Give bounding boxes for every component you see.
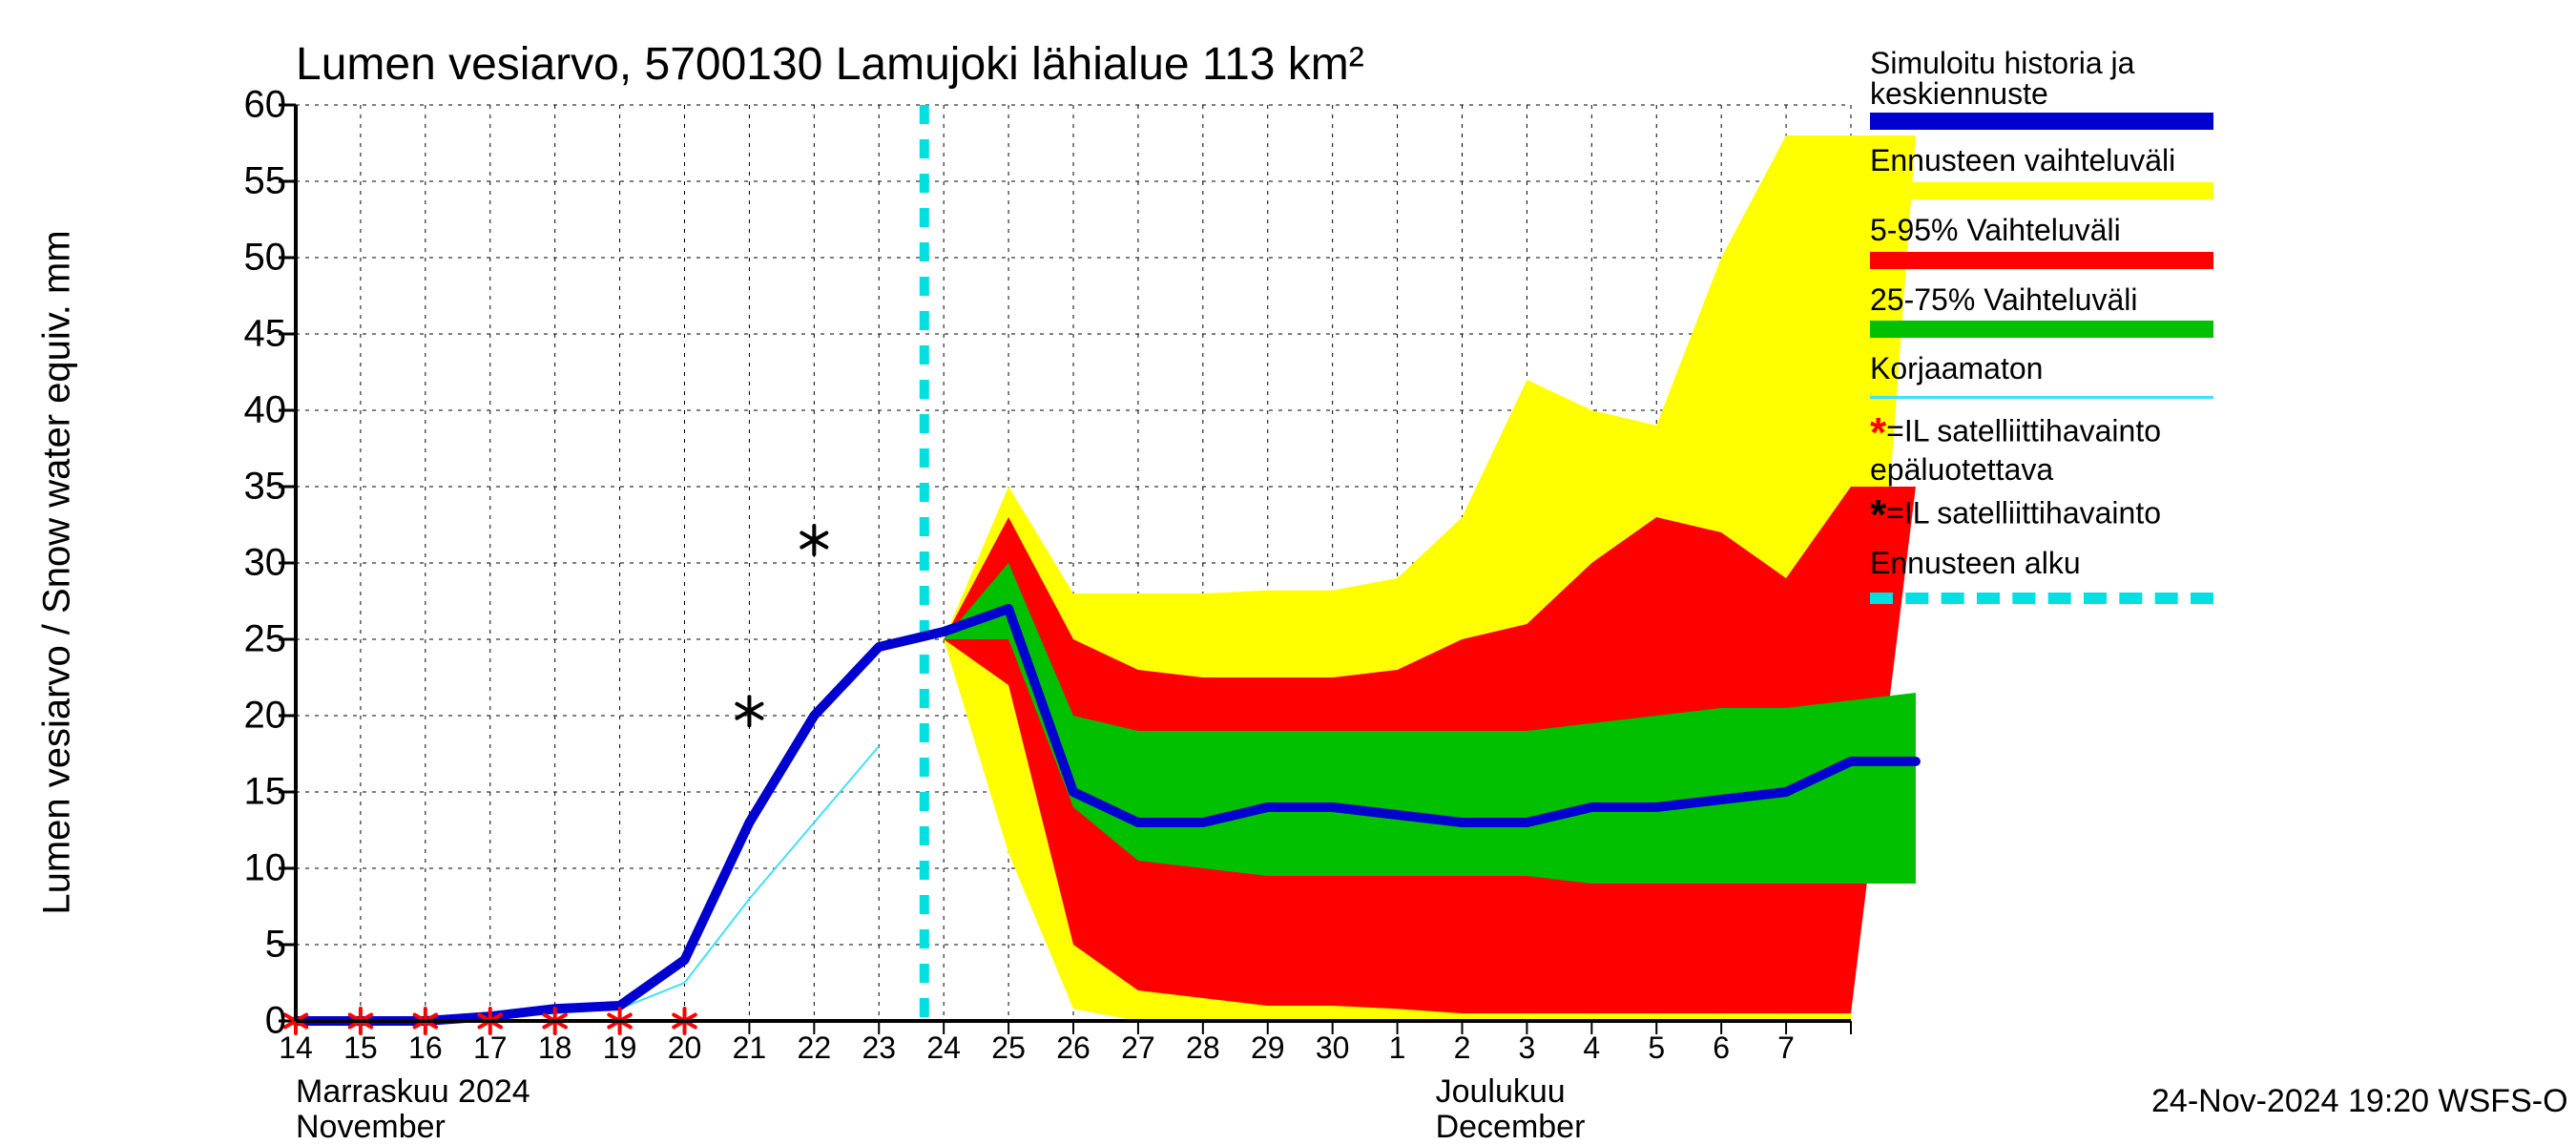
x-tick-label: 30 [1316,1030,1350,1066]
month-dec-en: December [1436,1109,1586,1145]
y-tick-label: 0 [172,1000,286,1043]
y-tick-label: 25 [172,618,286,661]
x-tick-label: 16 [408,1030,443,1066]
month-nov-fi: Marraskuu 2024 [296,1073,530,1111]
legend-item-forecast-range: Ennusteen vaihteluväli [1870,143,2271,199]
legend-text-inner: =IL satelliittihavainto [1886,496,2161,531]
x-tick-label: 23 [862,1030,896,1066]
chart-root: Lumen vesiarvo, 5700130 Lamujoki lähialu… [0,0,2576,1145]
legend-text: epäluotettava [1870,454,2271,485]
x-tick-label: 15 [343,1030,378,1066]
x-tick-label: 22 [798,1030,832,1066]
legend-item-p25-75: 25-75% Vaihteluväli [1870,282,2271,339]
legend-swatch-cyan-dash [1870,593,2213,604]
legend-text: 25-75% Vaihteluväli [1870,282,2271,318]
legend-swatch-yellow [1870,182,2213,199]
legend-text: *=IL satelliittihavainto [1870,412,2271,454]
chart-title: Lumen vesiarvo, 5700130 Lamujoki lähialu… [296,38,1364,91]
month-dec-fi: Joulukuu [1436,1073,1566,1111]
y-tick-label: 30 [172,542,286,585]
legend-text: Ennusteen vaihteluväli [1870,143,2271,178]
y-tick-label: 45 [172,313,286,356]
legend-text: Korjaamaton [1870,351,2271,386]
month-nov-en: November [296,1109,446,1145]
legend-text-inner: =IL satelliittihavainto [1886,414,2161,448]
y-tick-label: 5 [172,924,286,967]
legend-item-sat-unreliable: *=IL satelliittihavainto epäluotettava [1870,412,2271,485]
x-tick-label: 17 [473,1030,508,1066]
asterisk-icon-red: * [1870,412,1886,454]
legend-item-simulated: Simuloitu historia ja keskiennuste [1870,48,2271,130]
x-tick-label: 19 [603,1030,637,1066]
x-tick-label: 5 [1648,1030,1665,1066]
x-tick-label: 4 [1583,1030,1600,1066]
y-tick-label: 15 [172,771,286,814]
legend-text: *=IL satelliittihavainto [1870,494,2271,536]
y-tick-label: 50 [172,237,286,280]
x-tick-label: 14 [279,1030,313,1066]
x-tick-label: 26 [1056,1030,1091,1066]
legend-item-uncorrected: Korjaamaton [1870,351,2271,399]
x-tick-label: 24 [926,1030,961,1066]
asterisk-icon-black: * [1870,494,1886,536]
x-tick-label: 7 [1777,1030,1795,1066]
x-tick-label: 1 [1389,1030,1406,1066]
x-tick-label: 18 [538,1030,572,1066]
y-tick-label: 40 [172,389,286,432]
legend-swatch-green [1870,321,2213,338]
x-tick-label: 27 [1121,1030,1155,1066]
legend-swatch-red [1870,252,2213,269]
timestamp: 24-Nov-2024 19:20 WSFS-O [2151,1083,2568,1120]
y-axis-label: Lumen vesiarvo / Snow water equiv. mm [36,230,79,914]
y-tick-label: 60 [172,84,286,127]
legend-text: keskiennuste [1870,78,2271,109]
y-tick-label: 10 [172,847,286,890]
x-tick-label: 3 [1519,1030,1536,1066]
legend-text: Ennusteen alku [1870,546,2271,581]
legend-swatch-cyan-thin [1870,396,2213,399]
legend-text: 5-95% Vaihteluväli [1870,213,2271,248]
legend-text: Simuloitu historia ja [1870,48,2271,78]
legend: Simuloitu historia ja keskiennuste Ennus… [1870,48,2271,612]
x-tick-label: 25 [991,1030,1026,1066]
y-tick-label: 55 [172,160,286,203]
legend-item-forecast-start: Ennusteen alku [1870,546,2271,604]
y-tick-label: 35 [172,466,286,509]
x-tick-label: 6 [1713,1030,1730,1066]
plot-area [296,105,1851,1021]
legend-item-p5-95: 5-95% Vaihteluväli [1870,213,2271,269]
x-tick-label: 21 [733,1030,767,1066]
legend-item-sat-reliable: *=IL satelliittihavainto [1870,494,2271,536]
y-tick-label: 20 [172,695,286,738]
legend-swatch-blue [1870,113,2213,130]
x-tick-label: 28 [1186,1030,1220,1066]
x-tick-label: 20 [668,1030,702,1066]
x-tick-label: 2 [1454,1030,1471,1066]
x-tick-label: 29 [1251,1030,1285,1066]
